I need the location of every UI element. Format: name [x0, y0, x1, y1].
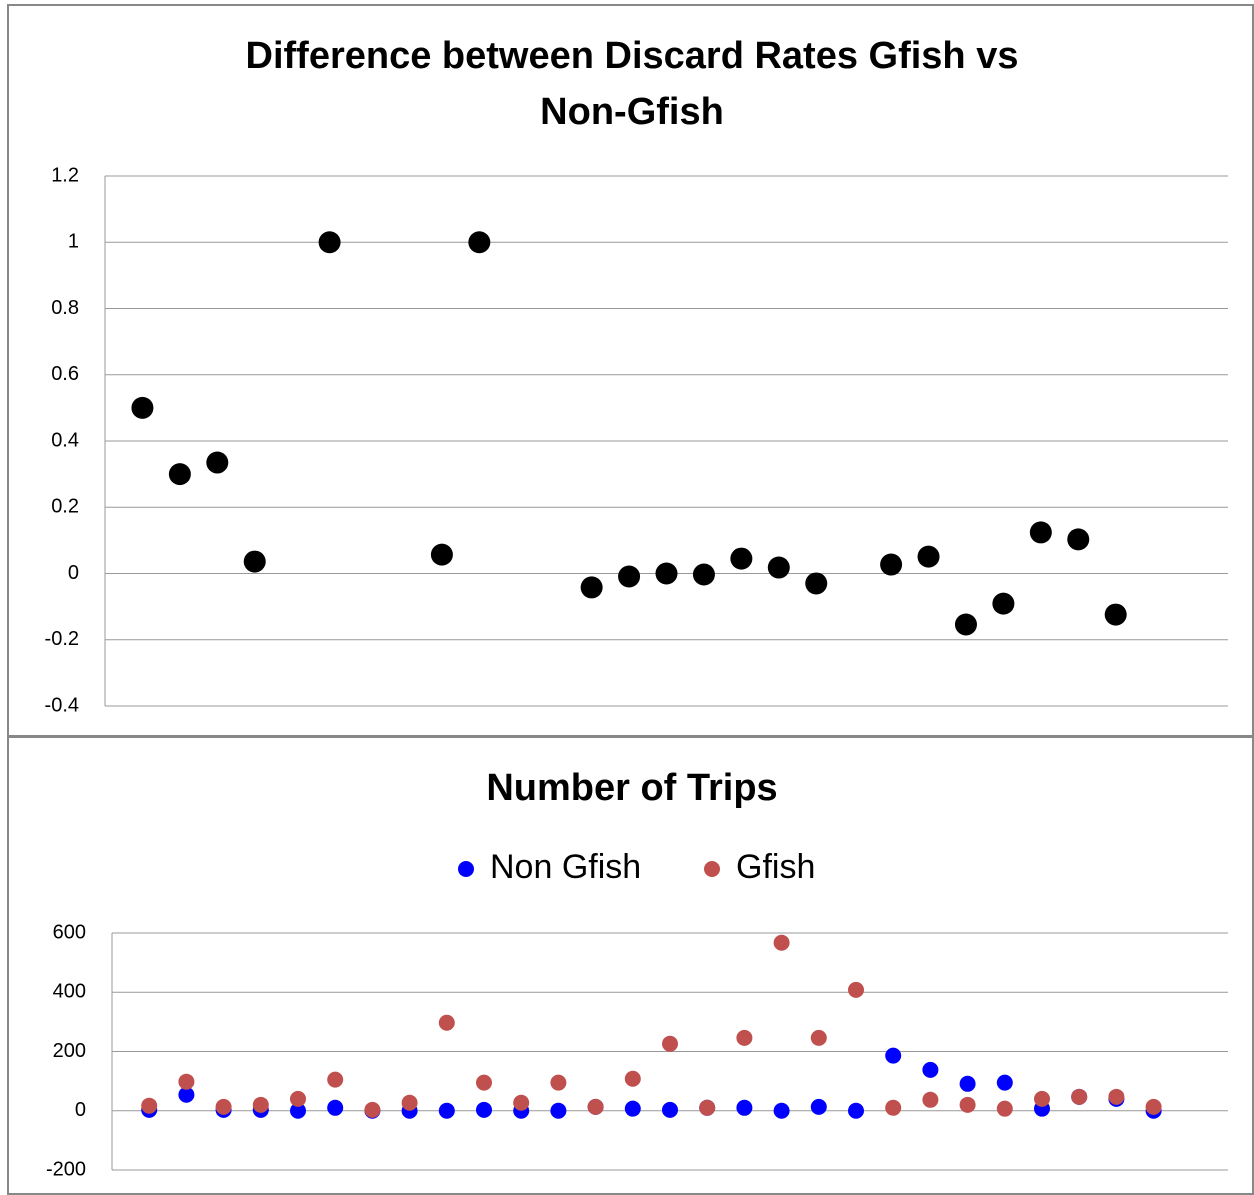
point: [168, 463, 191, 486]
point: [767, 556, 790, 579]
point: [206, 451, 229, 474]
y-tick-label: -200: [46, 1158, 86, 1180]
point: [1145, 1098, 1162, 1115]
point: [1108, 1088, 1125, 1105]
point: [736, 1099, 753, 1116]
point: [550, 1102, 567, 1119]
point: [624, 1100, 641, 1117]
point: [252, 1096, 269, 1113]
y-tick-label: 0.4: [51, 429, 79, 451]
point: [662, 1101, 678, 1118]
point: [662, 1035, 678, 1052]
point: [699, 1099, 716, 1116]
legend-marker: [458, 861, 474, 877]
point: [430, 543, 453, 566]
point: [1034, 1090, 1050, 1107]
point: [954, 613, 977, 636]
point: [1071, 1088, 1088, 1105]
point: [922, 1061, 939, 1078]
point: [885, 1099, 902, 1116]
y-tick-label: 1.2: [51, 164, 79, 186]
point: [959, 1075, 976, 1092]
point: [805, 572, 828, 595]
point: [468, 231, 491, 254]
point: [141, 1097, 158, 1114]
point: [922, 1091, 939, 1108]
point: [959, 1096, 976, 1113]
point: [327, 1099, 344, 1116]
y-tick-label: 0: [75, 1099, 86, 1121]
y-tick-label: 0: [68, 562, 79, 584]
chart-title: Number of Trips: [486, 767, 777, 809]
point: [327, 1071, 344, 1088]
point: [810, 1098, 827, 1115]
point: [290, 1090, 306, 1107]
point: [131, 396, 154, 419]
y-tick-label: 400: [53, 981, 86, 1003]
point: [1067, 528, 1090, 551]
point: [692, 563, 715, 586]
point: [178, 1073, 195, 1090]
point: [476, 1101, 492, 1118]
point: [476, 1074, 492, 1091]
point: [587, 1098, 604, 1115]
y-tick-label: -0.2: [45, 628, 79, 650]
point: [917, 545, 940, 568]
chart-title: Difference between Discard Rates Gfish v…: [246, 35, 1019, 133]
point: [996, 1074, 1013, 1091]
point: [736, 1029, 753, 1046]
point: [885, 1047, 902, 1064]
point: [992, 592, 1015, 615]
point: [243, 550, 266, 573]
legend-label: Gfish: [736, 848, 815, 886]
point: [773, 1102, 790, 1119]
point: [848, 1102, 864, 1119]
point: [438, 1102, 455, 1119]
y-tick-label: 0.2: [51, 496, 79, 518]
y-tick-label: -0.4: [45, 694, 79, 716]
point: [550, 1074, 567, 1091]
point: [290, 1102, 306, 1119]
point: [810, 1029, 827, 1046]
point: [624, 1070, 641, 1087]
point: [655, 562, 678, 585]
y-tick-label: 200: [53, 1040, 86, 1062]
y-tick-label: 0.6: [51, 363, 79, 385]
point: [178, 1086, 195, 1103]
point: [215, 1098, 232, 1115]
y-tick-label: 1: [68, 231, 79, 253]
point: [848, 981, 864, 998]
point: [880, 553, 903, 576]
chart-frame: [7, 4, 1254, 737]
point: [773, 934, 790, 951]
point: [618, 565, 641, 588]
point: [318, 231, 341, 254]
point: [996, 1100, 1013, 1117]
point: [1029, 521, 1052, 544]
point: [580, 576, 603, 599]
point: [364, 1101, 381, 1118]
point: [730, 547, 753, 570]
point: [513, 1094, 530, 1111]
legend-marker: [704, 861, 720, 877]
chart-frame: [7, 736, 1254, 1195]
legend-label: Non Gfish: [490, 848, 641, 886]
y-tick-label: 600: [53, 921, 86, 943]
point: [401, 1094, 418, 1111]
point: [1104, 603, 1127, 626]
point: [438, 1014, 455, 1031]
y-tick-label: 0.8: [51, 297, 79, 319]
